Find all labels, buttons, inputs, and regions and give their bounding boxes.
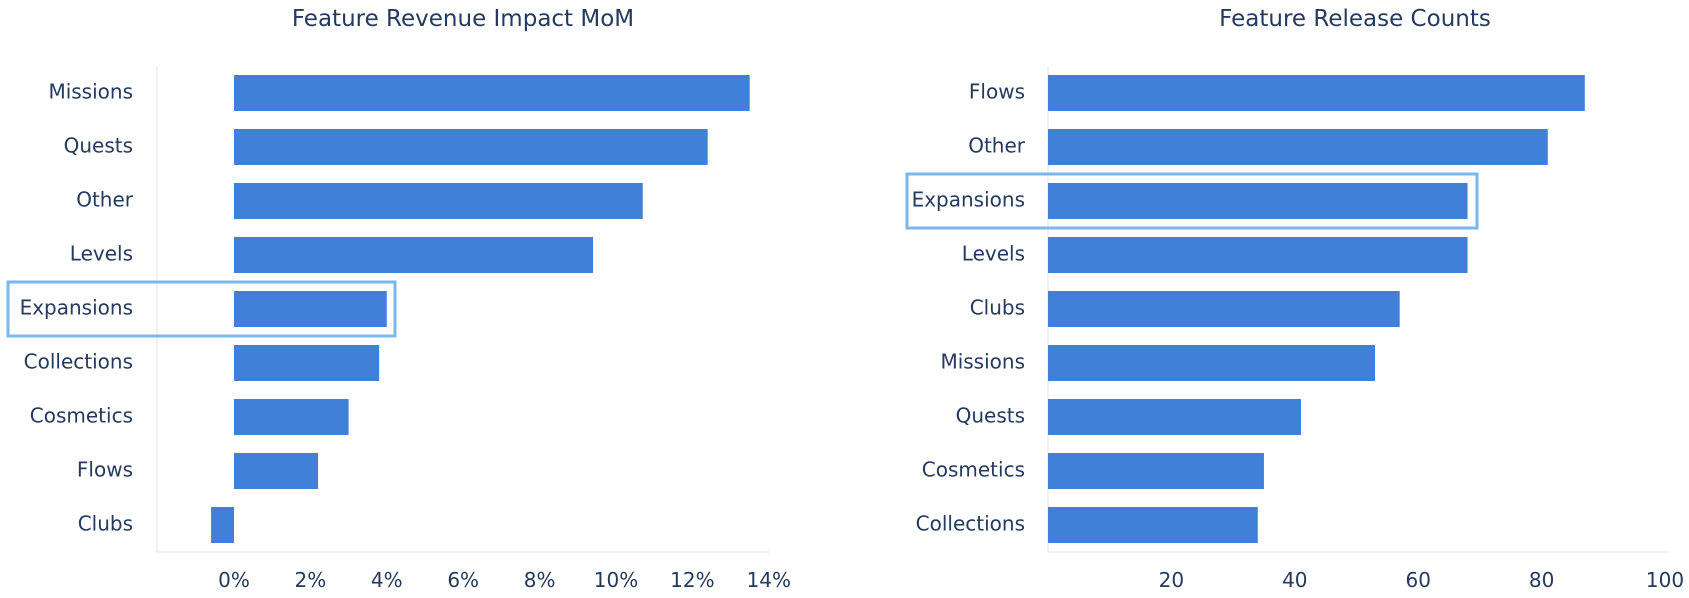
- bar-group: [905, 75, 1585, 543]
- bar: [1048, 237, 1468, 273]
- x-tick-label: 12%: [670, 568, 714, 592]
- bar: [234, 345, 380, 381]
- x-tick-label: 6%: [447, 568, 479, 592]
- bar: [234, 399, 349, 435]
- category-label: Clubs: [970, 296, 1025, 320]
- x-tick-label: 20: [1159, 568, 1184, 592]
- bar: [234, 453, 319, 489]
- bar: [234, 75, 750, 111]
- category-labels: Missions Quests Other Levels Expansions Colle…: [20, 80, 134, 536]
- bar: [1048, 345, 1376, 381]
- bar-group: [6, 75, 750, 543]
- category-label: Levels: [962, 242, 1025, 266]
- bar: [1048, 291, 1400, 327]
- bar: [234, 129, 708, 165]
- category-label: Collections: [24, 350, 133, 374]
- category-label: Flows: [77, 458, 133, 482]
- x-tick-labels: 0% 2% 4% 6% 8% 10% 12% 14%: [218, 568, 791, 592]
- bar: [1048, 507, 1258, 543]
- category-label: Expansions: [912, 188, 1025, 212]
- bar: [1048, 453, 1264, 489]
- category-label: Quests: [64, 134, 133, 158]
- category-label: Flows: [969, 80, 1025, 104]
- x-tick-label: 2%: [295, 568, 327, 592]
- revenue-impact-chart: Feature Revenue Impact MoM Missions Quest…: [6, 6, 791, 592]
- bar: [234, 237, 594, 273]
- highlight-box: [905, 172, 1479, 230]
- category-label: Other: [968, 134, 1026, 158]
- chart-title: Feature Release Counts: [1219, 6, 1491, 32]
- category-label: Cosmetics: [30, 404, 133, 428]
- category-label: Collections: [916, 512, 1025, 536]
- category-label: Clubs: [78, 512, 133, 536]
- category-label: Expansions: [20, 296, 133, 320]
- x-tick-labels: 20 40 60 80 100: [1159, 568, 1684, 592]
- highlight-box: [6, 280, 397, 338]
- category-label: Other: [76, 188, 134, 212]
- x-tick-label: 60: [1405, 568, 1430, 592]
- category-label: Cosmetics: [922, 458, 1025, 482]
- x-tick-label: 40: [1282, 568, 1307, 592]
- bar: [1048, 75, 1585, 111]
- category-labels: Flows Other Expansions Levels Clubs Missions Q…: [912, 80, 1026, 536]
- category-label: Missions: [48, 80, 133, 104]
- category-label: Missions: [940, 350, 1025, 374]
- release-counts-chart: Feature Release Counts Flows Other Expansi…: [905, 6, 1684, 592]
- x-tick-label: 0%: [218, 568, 250, 592]
- bar: [1048, 399, 1301, 435]
- bar: [234, 291, 387, 327]
- x-tick-label: 14%: [747, 568, 791, 592]
- chart-title: Feature Revenue Impact MoM: [292, 6, 634, 32]
- bar: [1048, 183, 1468, 219]
- x-tick-label: 10%: [594, 568, 638, 592]
- bar: [234, 183, 643, 219]
- category-label: Levels: [70, 242, 133, 266]
- x-tick-label: 80: [1529, 568, 1554, 592]
- x-tick-label: 8%: [524, 568, 556, 592]
- bar: [211, 507, 234, 543]
- x-tick-label: 100: [1646, 568, 1684, 592]
- bar: [1048, 129, 1548, 165]
- category-label: Quests: [956, 404, 1025, 428]
- x-tick-label: 4%: [371, 568, 403, 592]
